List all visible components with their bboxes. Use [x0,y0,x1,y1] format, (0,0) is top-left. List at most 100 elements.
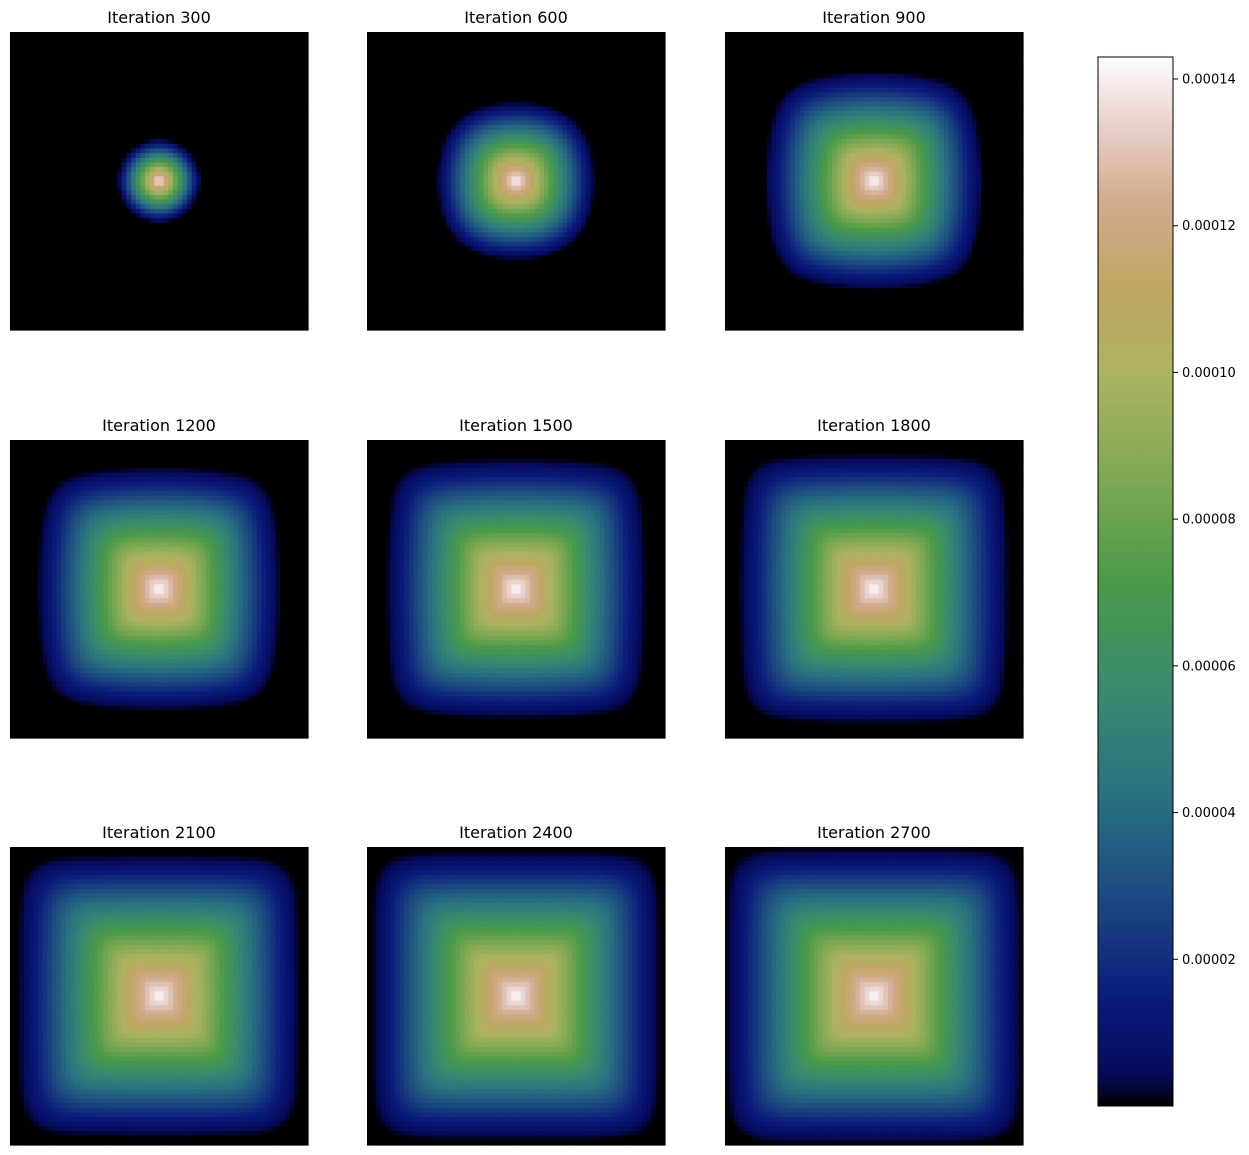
heatmap-cell [89,190,95,196]
heatmap-cell [376,32,382,38]
heatmap-cell [252,213,258,219]
heatmap-cell [256,129,263,136]
heatmap-cell [19,181,25,187]
heatmap-cell [266,157,272,163]
heatmap-cell [145,232,151,238]
heatmap-cell [154,171,160,177]
heatmap-cell [275,199,281,205]
heatmap-cell [224,101,230,108]
heatmap-cell [37,87,44,94]
heatmap-cell [660,69,666,75]
heatmap-cell [408,87,415,94]
heatmap-cell [93,120,100,126]
heatmap-cell [135,153,141,159]
heatmap-cell [135,227,141,233]
heatmap-cell [145,255,151,261]
heatmap-cell [79,148,86,154]
heatmap-cell [186,274,193,280]
heatmap-cell [14,125,20,131]
heatmap-cell [200,92,207,98]
heatmap-cell [618,50,624,56]
heatmap-cell [93,320,100,326]
heatmap-cell [47,106,53,112]
heatmap-cell [70,97,76,103]
heatmap-cell [191,55,197,61]
heatmap-cell [219,278,225,285]
heatmap-cell [172,148,179,154]
heatmap-cell [266,278,272,285]
heatmap-cell [261,278,267,285]
heatmap-cell [233,45,239,52]
heatmap-cell [590,78,596,84]
heatmap-cell [145,236,151,243]
heatmap-cell [627,36,634,42]
heatmap-cell [107,232,114,238]
heatmap-cell [464,32,471,38]
heatmap-cell [191,264,197,271]
heatmap-cell [298,292,304,299]
heatmap-cell [65,176,72,182]
heatmap-cell [252,97,258,103]
heatmap-cell [126,194,132,201]
heatmap-cell [126,97,132,103]
heatmap-cell [492,64,498,70]
heatmap-cell [65,83,72,89]
heatmap-cell [51,208,58,215]
heatmap-cell [214,302,221,308]
heatmap-cell [289,190,295,196]
heatmap-cell [172,41,179,47]
heatmap-cell [56,55,62,61]
panel-title: Iteration 300 [107,8,211,27]
heatmap-cell [89,120,95,126]
heatmap-cell [112,306,118,312]
heatmap-cell [266,306,272,312]
heatmap-cell [256,176,263,182]
heatmap-cell [89,153,95,159]
heatmap-cell [117,232,123,238]
heatmap-cell [214,157,221,163]
heatmap-cell [191,302,197,308]
heatmap-cell [256,274,263,280]
heatmap-cell [242,171,249,177]
heatmap-cell [294,218,300,224]
heatmap-cell [289,36,295,42]
heatmap-cell [655,55,661,61]
heatmap-cell [228,185,235,191]
heatmap-cell [117,260,123,266]
heatmap-cell [233,134,239,140]
heatmap-cell [163,157,169,163]
heatmap-cell [107,125,114,131]
heatmap-cell [214,129,221,136]
heatmap-cell [205,320,211,326]
heatmap-cell [28,59,34,66]
heatmap-cell [261,153,267,159]
heatmap-cell [469,36,475,42]
heatmap-cell [154,97,160,103]
heatmap-cell [135,260,141,266]
heatmap-cell [126,143,132,150]
heatmap-cell [266,36,272,42]
heatmap-cell [140,278,146,285]
heatmap-cell [247,199,253,205]
heatmap-cell [75,218,81,224]
heatmap-cell [84,222,90,229]
heatmap-cell [135,241,141,247]
heatmap-cell [159,153,165,159]
heatmap-cell [177,190,183,196]
heatmap-cell [460,59,466,66]
heatmap-cell [163,97,169,103]
heatmap-cell [159,83,165,89]
heatmap-cell [23,232,30,238]
heatmap-cell [367,64,373,70]
heatmap-cell [404,45,410,52]
heatmap-cell [163,83,169,89]
heatmap-cell [298,78,304,84]
heatmap-cell [191,64,197,70]
heatmap-cell [294,208,300,215]
heatmap-cell [145,288,151,294]
heatmap-cell [112,45,118,52]
heatmap-cell [280,32,286,38]
heatmap-cell [47,50,53,56]
heatmap-cell [266,55,272,61]
heatmap-cell [502,50,508,56]
